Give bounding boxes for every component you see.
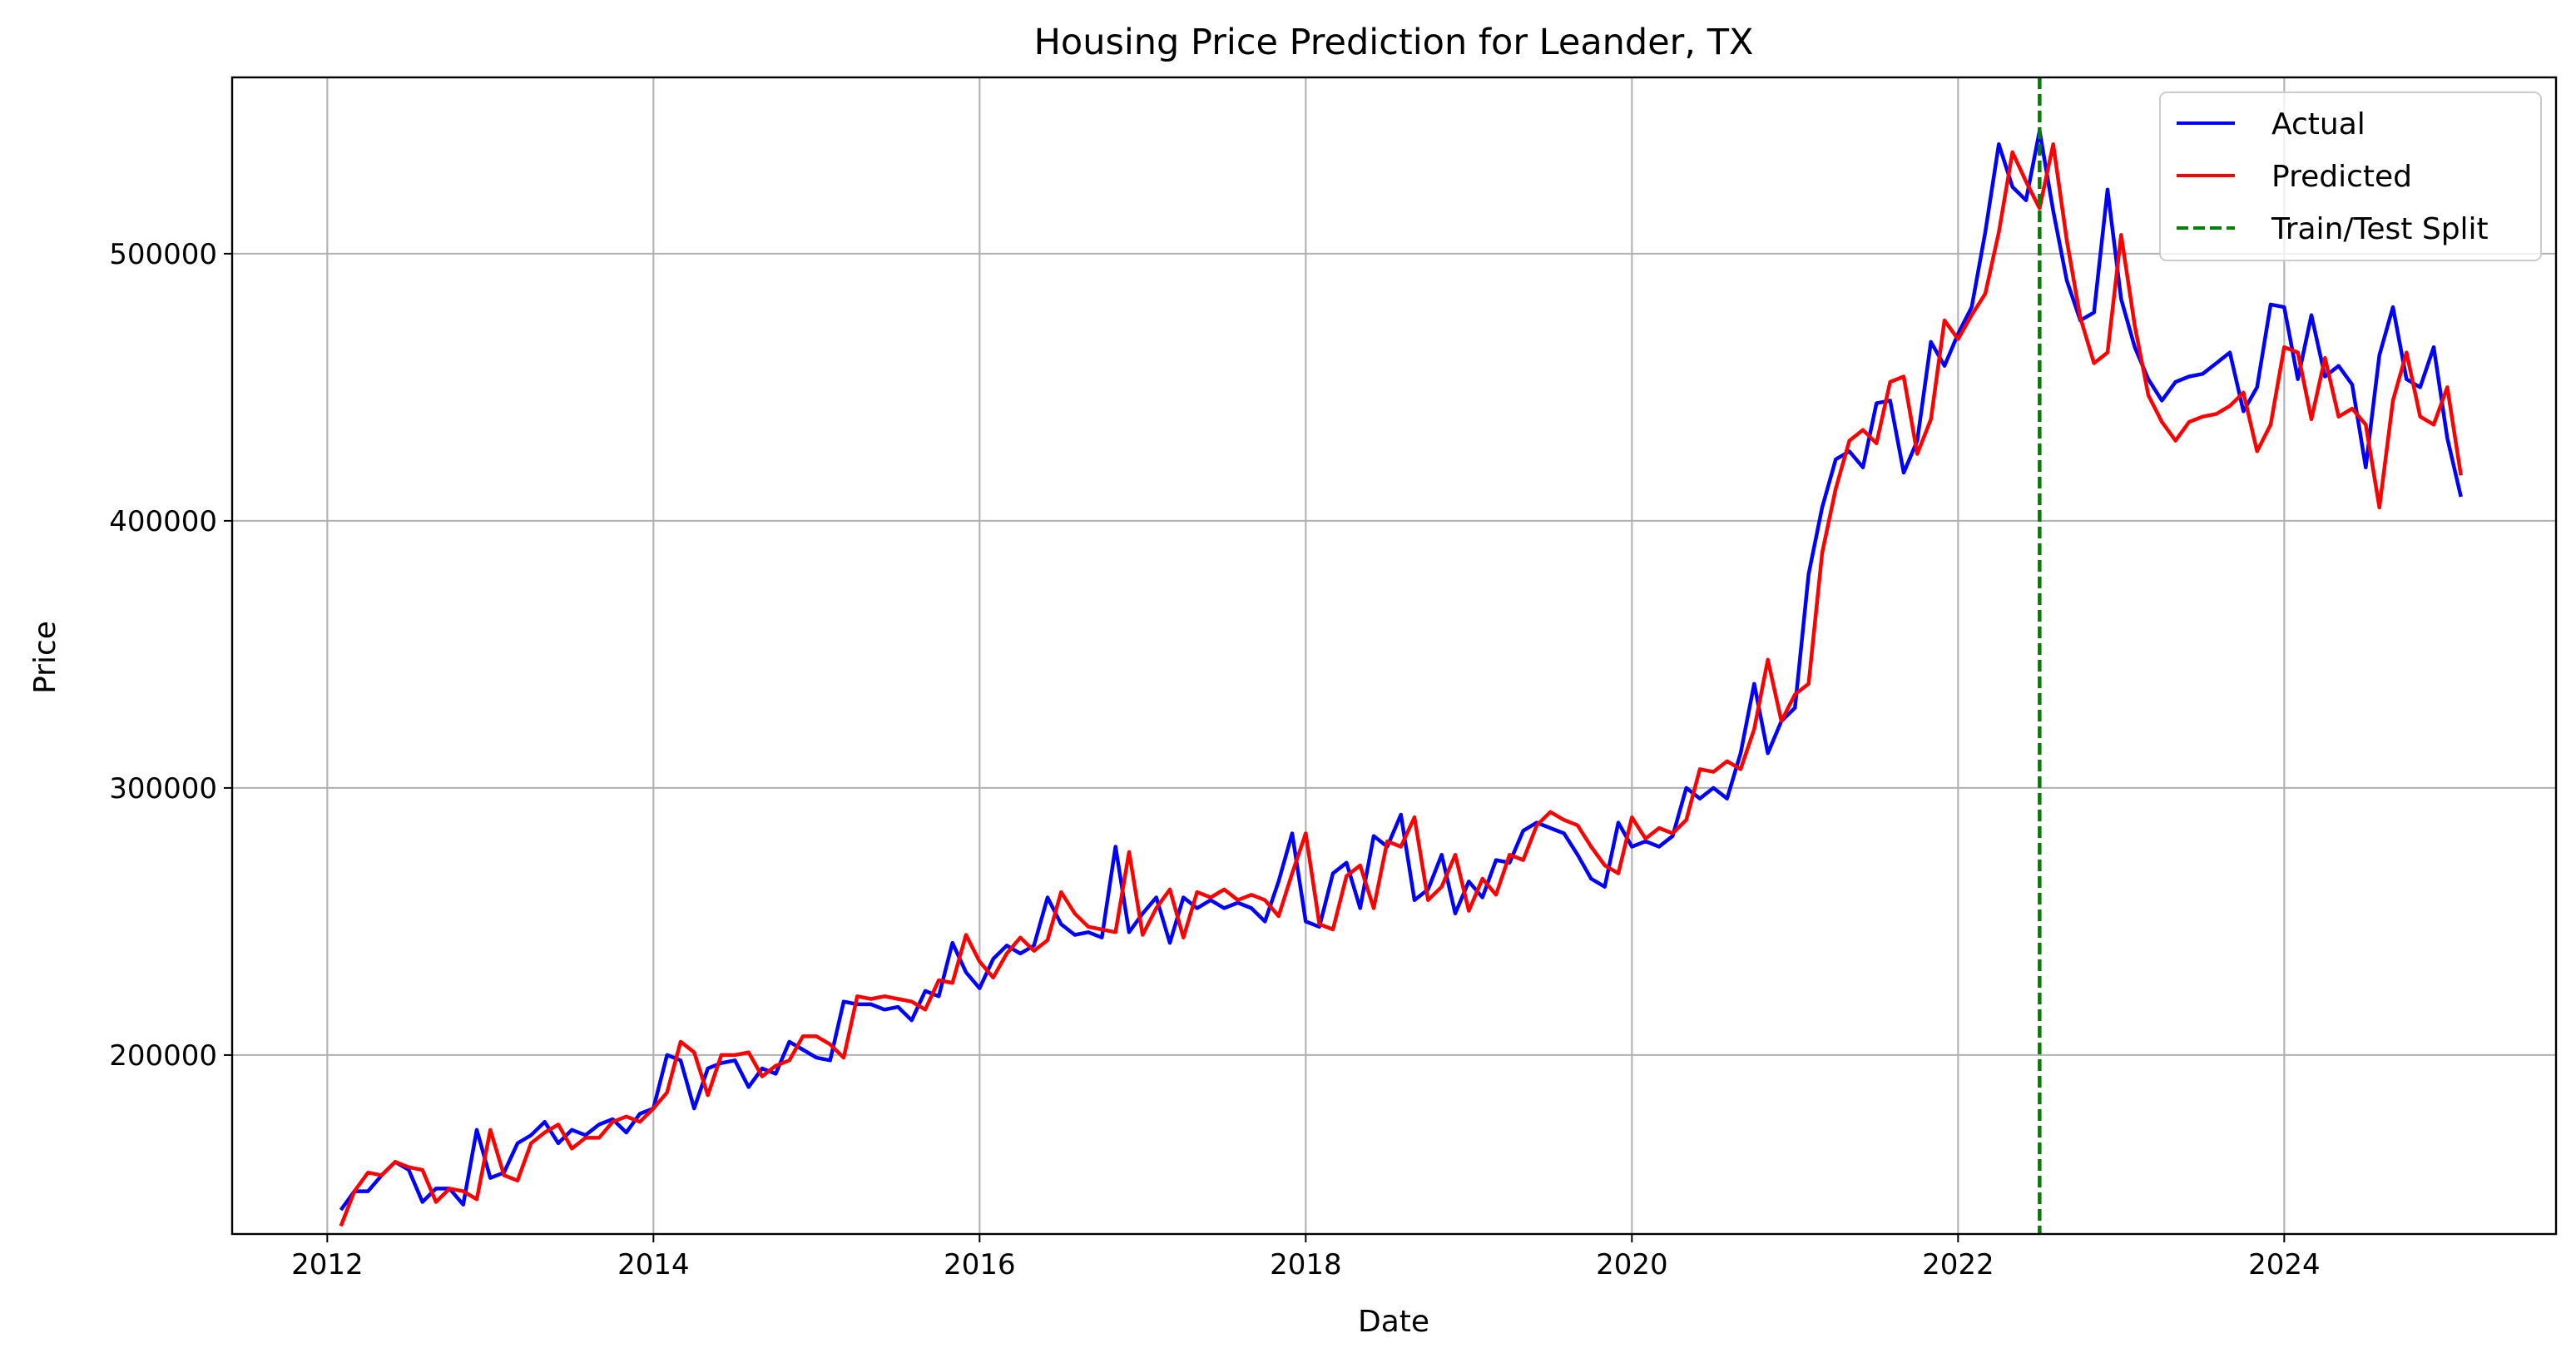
- y-tick-label: 500000: [109, 238, 217, 271]
- legend: Actual Predicted Train/Test Split: [2159, 92, 2542, 261]
- y-axis-label: Price: [28, 621, 62, 694]
- series-line-actual: [339, 128, 2463, 1212]
- legend-box: [2159, 92, 2542, 261]
- y-tick-label: 200000: [109, 1039, 217, 1073]
- legend-label-actual: Actual: [2271, 107, 2365, 141]
- x-axis-label: Date: [1358, 1305, 1429, 1339]
- axes-frame: [230, 76, 2558, 1236]
- chart-title: Housing Price Prediction for Leander, TX: [1034, 22, 1754, 63]
- plot-area: [339, 77, 2463, 1234]
- x-tick-label: 2018: [1270, 1248, 1342, 1281]
- legend-label-predicted: Predicted: [2271, 160, 2412, 194]
- x-tick-label: 2016: [944, 1248, 1016, 1281]
- series-line-predicted: [339, 142, 2463, 1227]
- x-tick-label: 2022: [1922, 1248, 1994, 1281]
- y-tick-label: 300000: [109, 772, 217, 805]
- x-tick-label: 2012: [291, 1248, 364, 1281]
- x-tick-label: 2014: [617, 1248, 690, 1281]
- legend-label-train-test-split: Train/Test Split: [2271, 212, 2489, 246]
- ticks: 2012 2014 2016 2018 2020 2022 2024 200000 300000…: [109, 238, 2320, 1281]
- y-tick-label: 400000: [109, 505, 217, 538]
- x-tick-label: 2020: [1596, 1248, 1668, 1281]
- x-tick-label: 2024: [2248, 1248, 2321, 1281]
